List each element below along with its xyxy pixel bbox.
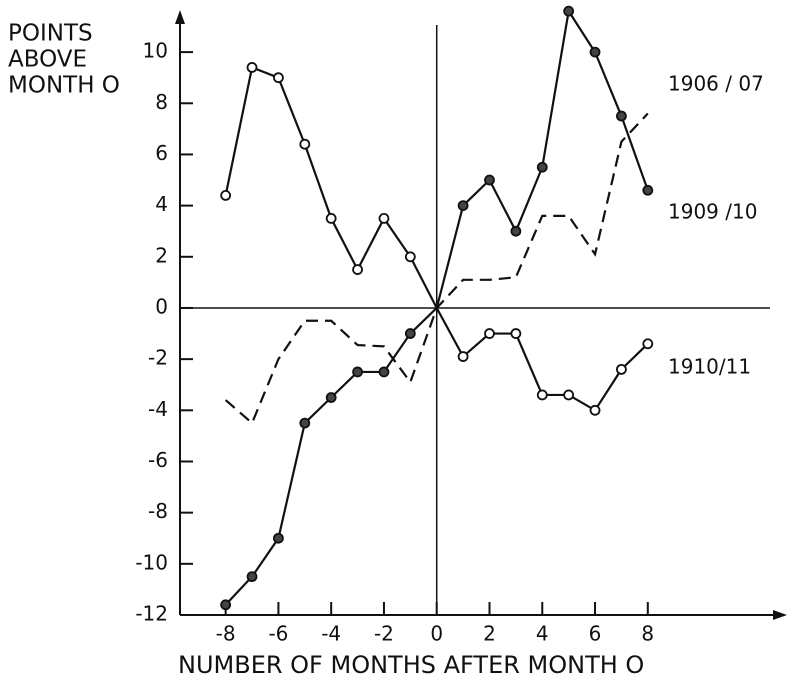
y-tick-label: -8: [148, 499, 168, 523]
point: [457, 200, 469, 212]
point: [510, 328, 522, 339]
point: [642, 338, 654, 350]
y-tick-label: 2: [155, 243, 168, 267]
x-tick-label: 4: [536, 622, 549, 646]
point: [378, 366, 390, 378]
y-tick-label: -12: [135, 602, 168, 626]
arrow: [773, 610, 787, 620]
point: [404, 328, 416, 339]
y-tick-label: 0: [155, 294, 168, 318]
y-axis-label: POINTS: [8, 21, 93, 47]
point: [563, 5, 575, 17]
x-tick-label: -2: [374, 622, 394, 646]
y-tick-label: -2: [148, 346, 168, 370]
point: [273, 532, 284, 544]
x-tick-label: 2: [483, 622, 496, 646]
point: [484, 328, 495, 339]
point: [589, 404, 601, 416]
x-axis-label: NUMBER OF MONTHS AFTER MONTH O: [178, 651, 644, 679]
series-label: 1910/11: [668, 355, 751, 379]
x-tick-label: -6: [268, 622, 288, 646]
point: [352, 264, 363, 275]
point: [536, 389, 548, 401]
point: [589, 46, 601, 58]
x-tick-label: 0: [430, 622, 443, 646]
point: [642, 184, 654, 196]
point: [299, 417, 311, 429]
point: [220, 599, 232, 611]
point: [220, 189, 232, 201]
y-tick-label: -4: [148, 397, 168, 421]
point: [457, 351, 469, 362]
y-axis-label: MONTH O: [8, 73, 120, 99]
point: [352, 366, 363, 378]
x-tick-label: -4: [321, 622, 341, 646]
point: [246, 571, 258, 583]
y-tick-label: -10: [135, 550, 168, 574]
point: [273, 72, 284, 84]
y-tick-label: 10: [143, 39, 168, 63]
y-tick-label: 6: [155, 141, 168, 165]
y-axis-label: ABOVE: [8, 47, 87, 73]
x-tick-label: 6: [589, 622, 602, 646]
point: [510, 225, 522, 237]
series-label: 1909 /10: [668, 200, 757, 224]
point: [246, 62, 258, 73]
x-tick-label: -8: [216, 622, 236, 646]
point: [299, 138, 311, 150]
point: [484, 174, 495, 186]
point: [378, 213, 390, 224]
y-tick-label: -6: [148, 448, 168, 472]
point: [404, 251, 416, 263]
y-tick-label: 8: [155, 90, 168, 114]
point: [325, 213, 337, 224]
series-line: [224, 65, 649, 412]
x-tick-label: 8: [641, 622, 654, 646]
arrow: [175, 10, 185, 24]
y-tick-label: 4: [155, 192, 168, 216]
point: [616, 363, 627, 375]
point: [536, 161, 548, 173]
point: [616, 110, 627, 122]
series-label: 1906 / 07: [668, 72, 764, 96]
point: [563, 389, 575, 401]
point: [325, 392, 337, 403]
